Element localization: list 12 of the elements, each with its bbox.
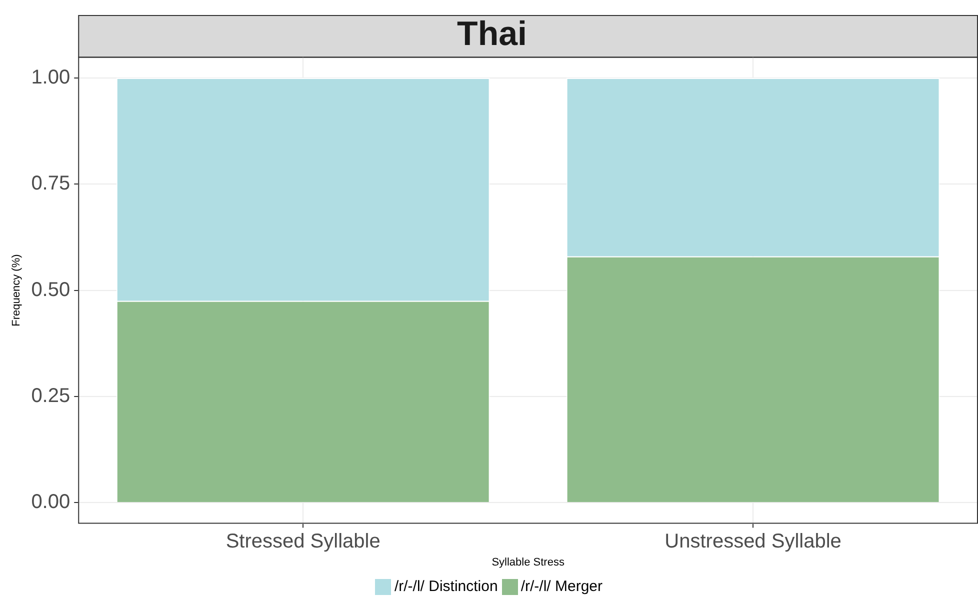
y-axis-title: Frequency (%) bbox=[10, 254, 23, 326]
y-tick-label: 1.00 bbox=[31, 66, 70, 89]
chart-title: Thai bbox=[457, 14, 527, 53]
x-tick-label: Unstressed Syllable bbox=[664, 530, 842, 552]
y-tick-label: 0.50 bbox=[31, 278, 70, 301]
legend-label: /r/-/l/ Merger bbox=[520, 578, 603, 595]
x-tick-label: Stressed Syllable bbox=[226, 530, 380, 552]
y-tick-label: 0.25 bbox=[31, 384, 70, 407]
legend-label: /r/-/l/ Distinction bbox=[394, 578, 498, 595]
x-axis-title: Syllable Stress bbox=[492, 556, 565, 568]
y-tick-label: 0.00 bbox=[31, 491, 70, 514]
y-tick-label: 0.75 bbox=[31, 172, 70, 195]
